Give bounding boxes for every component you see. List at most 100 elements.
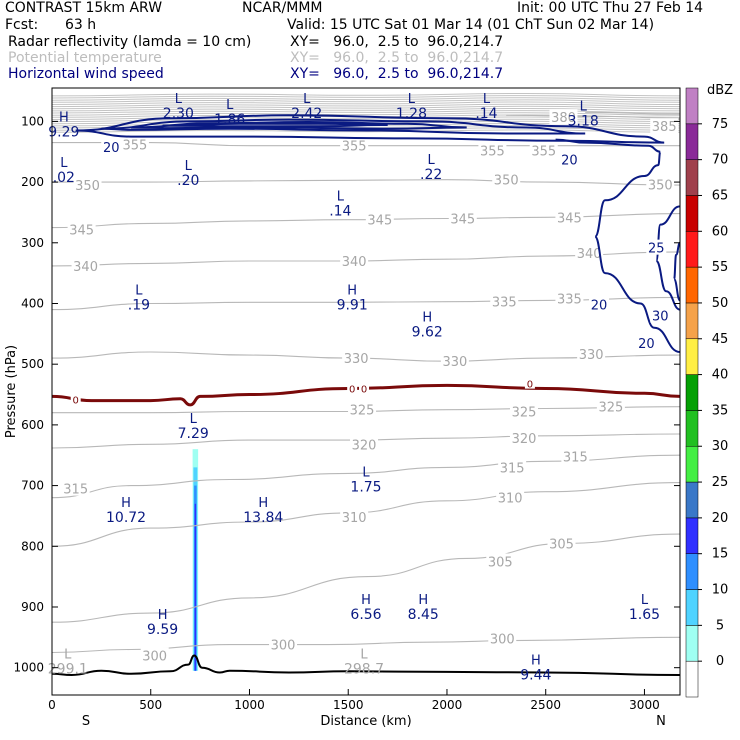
y-tick-label: 1000 <box>13 661 44 675</box>
extremum-value: 7.29 <box>178 426 209 442</box>
wind-label-20: 20 <box>638 337 655 352</box>
theta-label-bg-305-0 <box>486 553 515 569</box>
theta-label-bg-325-1 <box>509 403 538 419</box>
extremum-value: 1.75 <box>350 479 381 495</box>
extremum-high-marker: H <box>158 608 168 623</box>
theta-label-310: 310 <box>342 511 367 526</box>
header-valid: Valid: 15 UTC Sat 01 Mar 14 (01 ChT Sun … <box>287 17 655 33</box>
extremum-low-marker: L <box>641 593 649 608</box>
freezing-label-bg-2 <box>359 382 370 394</box>
theta-label-bg-330-1 <box>440 353 469 369</box>
theta-label-325: 325 <box>512 406 537 421</box>
colorbar-swatch <box>685 445 699 483</box>
colorbar-label: 5 <box>716 618 724 633</box>
theta-upper-contour-18 <box>51 129 681 133</box>
theta-label-300: 300 <box>142 650 167 665</box>
theta-label-300: 300 <box>490 633 515 648</box>
theta-label-bg-315-1 <box>498 459 527 475</box>
theta-label-bg-335-1 <box>555 290 584 306</box>
freezing-level-label: 0 <box>527 380 533 391</box>
extremum-value: 9.59 <box>147 622 178 638</box>
extremum-low-marker: L <box>483 92 491 107</box>
header-org: NCAR/MMM <box>242 0 323 16</box>
theta-contour-320 <box>51 433 681 449</box>
plot-frame <box>51 87 681 696</box>
theta-label-bg-300-2 <box>488 630 517 646</box>
extremum-value: 298.7 <box>344 662 384 678</box>
wind-contour-20-east <box>555 138 681 353</box>
y-tick-label: 300 <box>21 236 44 250</box>
extremum-value: 1.65 <box>629 607 660 623</box>
theta-label-bg-310-1 <box>496 489 525 505</box>
colorbar-label: 40 <box>712 368 729 383</box>
extremum-value: .22 <box>420 167 442 183</box>
extremum-value: 2.42 <box>291 106 322 122</box>
theta-label-350: 350 <box>75 179 100 194</box>
theta-label-bg-315-0 <box>61 480 90 496</box>
extremum-value: 8.45 <box>408 607 439 623</box>
theta-label-330: 330 <box>442 355 467 370</box>
colorbar-swatch <box>685 159 699 196</box>
theta-contour-350 <box>52 179 681 186</box>
colorbar-swatch <box>685 374 699 411</box>
colorbar-label: 50 <box>712 296 729 311</box>
theta-label-bg-320-1 <box>509 430 538 446</box>
extremum-value: 9.44 <box>520 668 551 684</box>
theta-label-bg-330-0 <box>342 350 371 366</box>
theta-contour-380 <box>506 114 681 119</box>
field-label-wind: Horizontal wind speed <box>8 66 164 82</box>
theta-upper-contour-10 <box>51 112 681 116</box>
colorbar-swatch <box>685 195 699 232</box>
extremum-low-marker: L <box>337 189 345 204</box>
extremum-low-marker: L <box>362 465 370 480</box>
theta-label-bg-330-2 <box>577 345 606 361</box>
extremum-value: 10.72 <box>106 510 146 526</box>
theta-label-bg-340-2 <box>575 245 604 261</box>
theta-label-340: 340 <box>577 247 602 262</box>
theta-label-355: 355 <box>342 140 367 155</box>
theta-label-325: 325 <box>350 404 375 419</box>
wind-label-bg-30-0 <box>650 307 671 323</box>
theta-label-355: 355 <box>123 138 148 153</box>
colorbar-label: 30 <box>712 439 729 454</box>
extremum-low-marker: L <box>226 98 234 113</box>
colorbar-label: 65 <box>712 188 729 203</box>
extremum-high-marker: H <box>418 593 428 608</box>
theta-label-bg-325-0 <box>348 401 377 417</box>
x-tick-label: 2500 <box>530 698 561 712</box>
theta-label-355: 355 <box>480 145 505 160</box>
theta-label-340: 340 <box>342 255 367 270</box>
wind-contour-25-east <box>655 205 681 311</box>
theta-label-bg-325-2 <box>596 398 625 414</box>
x-tick-label: 0 <box>48 698 56 712</box>
extremum-value: 2.30 <box>163 106 194 122</box>
theta-label-bg-350-1 <box>492 171 521 187</box>
colorbar-swatch <box>685 481 699 519</box>
theta-label-320: 320 <box>512 432 537 447</box>
extremum-value: 299.1 <box>48 662 88 678</box>
extremum-low-marker: L <box>60 156 68 171</box>
colorbar-label: 55 <box>712 260 729 275</box>
theta-contour-345 <box>51 213 681 229</box>
colorbar-swatch <box>685 123 699 160</box>
theta-label-bg-315-2 <box>561 448 590 464</box>
extremum-high-marker: H <box>361 593 371 608</box>
theta-label-315: 315 <box>563 450 588 465</box>
y-axis-title: Pressure (hPa) <box>4 345 19 438</box>
theta-label-345: 345 <box>450 213 475 228</box>
extremum-low-marker: L <box>428 153 436 168</box>
theta-contour-300 <box>51 636 681 654</box>
theta-label-350: 350 <box>648 179 673 194</box>
theta-label-310: 310 <box>498 492 523 507</box>
theta-label-bg-345-2 <box>448 210 477 226</box>
theta-label-335: 335 <box>492 296 517 311</box>
x-tick-label: 1000 <box>234 698 265 712</box>
theta-contour-335 <box>51 296 681 311</box>
wind-label-25: 25 <box>648 242 665 257</box>
theta-label-bg-385-0 <box>650 118 679 134</box>
theta-label-350: 350 <box>494 174 519 189</box>
theta-label-355: 355 <box>531 145 556 160</box>
colorbar-label: 45 <box>712 332 729 347</box>
colorbar-swatch <box>685 338 699 375</box>
theta-label-330: 330 <box>344 352 369 367</box>
